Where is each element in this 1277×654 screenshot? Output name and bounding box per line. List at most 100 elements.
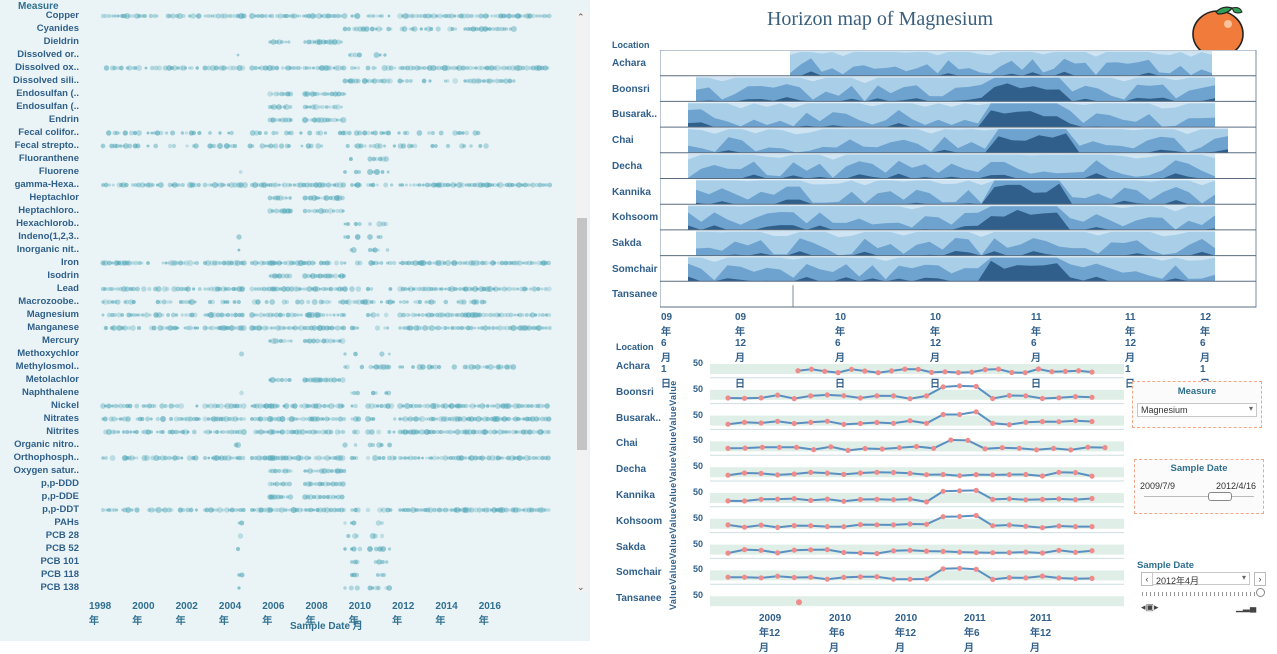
measure-row-label[interactable]: Mercury	[42, 335, 79, 346]
measure-dot	[524, 313, 529, 317]
measure-row-label[interactable]: PCB 28	[45, 530, 79, 541]
measure-row-label[interactable]: Methylosmol..	[15, 361, 79, 372]
measure-row-label[interactable]: Heptachloro..	[18, 205, 79, 216]
measure-row-label[interactable]: gamma-Hexa..	[14, 179, 79, 190]
scroll-down-icon[interactable]: ⌄	[577, 582, 585, 592]
next-page-icon[interactable]: ›	[1254, 572, 1266, 586]
page-slider-track[interactable]	[1142, 592, 1264, 596]
date-range-slider[interactable]	[1208, 492, 1232, 501]
measure-dot	[543, 260, 549, 266]
measure-row-label[interactable]: Fecal strepto..	[14, 140, 79, 151]
horizon-location-label[interactable]: Tansanee	[612, 289, 658, 301]
horizon-location-label[interactable]: Decha	[612, 160, 643, 172]
measure-row-label[interactable]: Orthophosph..	[13, 452, 79, 463]
horizon-location-label[interactable]: Kannika	[612, 186, 651, 198]
measure-row-label[interactable]: Magnesium	[26, 309, 79, 320]
measure-row-label[interactable]: Endosulfan (..	[16, 88, 79, 99]
measure-dot	[429, 26, 434, 32]
line-location-label[interactable]: Kohsoom	[616, 515, 663, 527]
measure-row-label[interactable]: Fecal colifor..	[18, 127, 79, 138]
page-date-dropdown[interactable]: 2012年4月 ▾	[1152, 572, 1250, 586]
measure-row-label[interactable]: Copper	[45, 10, 79, 21]
horizon-location-label[interactable]: Boonsri	[612, 83, 650, 95]
measure-row-label[interactable]: Fluoranthene	[18, 153, 79, 164]
measure-row-label[interactable]: PAHs	[54, 517, 79, 528]
measure-dot	[530, 182, 536, 188]
line-location-label[interactable]: Kannika	[616, 490, 655, 501]
line-location-label[interactable]: Boonsri	[616, 386, 654, 398]
measure-row-label[interactable]: Lead	[56, 283, 79, 294]
measure-dot	[213, 416, 219, 422]
measure-row-label[interactable]: Cyanides	[36, 23, 79, 34]
measure-dot	[463, 456, 468, 460]
measure-row-label[interactable]: Dissolved ox..	[15, 62, 79, 73]
measure-row-label[interactable]: PCB 138	[40, 582, 79, 593]
measure-dot	[408, 455, 414, 461]
measure-row-marks	[239, 351, 391, 357]
measure-row-label[interactable]: Oxygen satur..	[13, 465, 79, 476]
horizon-location-label[interactable]: Achara	[612, 58, 646, 69]
playback-controls-icon[interactable]: ◂▣▸	[1141, 602, 1159, 612]
measure-row-label[interactable]: Inorganic nit..	[16, 244, 79, 255]
measure-row-label[interactable]: PCB 52	[45, 543, 79, 554]
measure-row-label[interactable]: Methoxychlor	[17, 348, 79, 359]
measure-row-label[interactable]: Nitrites	[46, 426, 79, 437]
measure-row-label[interactable]: Dissolved sili..	[13, 75, 79, 86]
measure-dot	[259, 287, 264, 291]
horizon-location-label[interactable]: Somchair	[612, 263, 658, 275]
measure-dot	[208, 300, 212, 304]
measure-row-label[interactable]: Indeno(1,2,3..	[18, 231, 79, 242]
measure-dot	[332, 91, 338, 97]
measure-row-label[interactable]: Hexachlorob..	[16, 218, 79, 229]
measure-row-label[interactable]: Dissolved or..	[17, 49, 79, 60]
measure-dot	[310, 104, 316, 110]
measure-row-label[interactable]: Endosulfan (..	[16, 101, 79, 112]
line-location-label[interactable]: Somchair	[616, 567, 662, 579]
measure-row-label[interactable]: Endrin	[48, 114, 79, 125]
horizon-location-label[interactable]: Chai	[612, 135, 634, 147]
measure-row-label[interactable]: Nickel	[51, 400, 79, 411]
measure-header[interactable]: Measure	[18, 1, 59, 12]
horizon-location-label[interactable]: Busarak..	[612, 109, 658, 121]
measure-row-label[interactable]: Iron	[61, 257, 79, 268]
measure-row-label[interactable]: Isodrin	[47, 270, 79, 281]
line-location-label[interactable]: Sakda	[616, 541, 646, 553]
measure-row-label[interactable]: Macrozoobe..	[18, 296, 79, 307]
measure-dot	[285, 286, 291, 292]
line-location-label[interactable]: Chai	[616, 438, 638, 450]
measure-dot	[178, 430, 182, 434]
measure-row-label[interactable]: PCB 101	[40, 556, 79, 567]
line-location-label[interactable]: Tansanee	[616, 593, 662, 605]
scroll-up-icon[interactable]: ⌃	[577, 12, 585, 22]
measure-row-label[interactable]: Manganese	[27, 322, 79, 333]
line-location-label[interactable]: Achara	[616, 361, 650, 372]
measure-dot	[443, 507, 449, 513]
measure-row-label[interactable]: Dieldrin	[43, 36, 79, 47]
measure-row-label[interactable]: Naphthalene	[21, 387, 79, 398]
measure-row-label[interactable]: Heptachlor	[29, 192, 79, 203]
measure-dot	[523, 507, 529, 513]
measure-dot	[510, 287, 514, 291]
measure-dot	[288, 508, 292, 512]
measure-row-label[interactable]: PCB 118	[40, 569, 79, 580]
horizon-location-label[interactable]: Kohsoom	[612, 212, 659, 224]
history-view-icon[interactable]: ▁▂▄	[1236, 602, 1257, 612]
measure-dropdown[interactable]: Magnesium ▾	[1137, 403, 1257, 417]
measure-dot	[511, 260, 517, 266]
line-location-label[interactable]: Busarak..	[616, 412, 662, 424]
measure-dot	[478, 13, 484, 19]
measure-row-label[interactable]: Metolachlor	[25, 374, 79, 385]
measure-row-label[interactable]: Organic nitro..	[14, 439, 79, 450]
measure-row-label[interactable]: p,p-DDE	[41, 491, 79, 502]
measure-row-label[interactable]: Fluorene	[38, 166, 79, 177]
scrollbar-thumb[interactable]	[577, 218, 587, 450]
measure-dot	[439, 455, 444, 461]
measure-dot	[384, 364, 390, 370]
horizon-location-label[interactable]: Sakda	[612, 237, 642, 249]
measure-dot	[312, 508, 315, 512]
measure-row-label[interactable]: p,p-DDT	[42, 504, 79, 515]
line-location-label[interactable]: Decha	[616, 464, 647, 476]
measure-row-label[interactable]: Nitrates	[43, 413, 79, 424]
measure-row-label[interactable]: p,p-DDD	[41, 478, 79, 489]
page-slider-handle[interactable]	[1256, 588, 1265, 597]
